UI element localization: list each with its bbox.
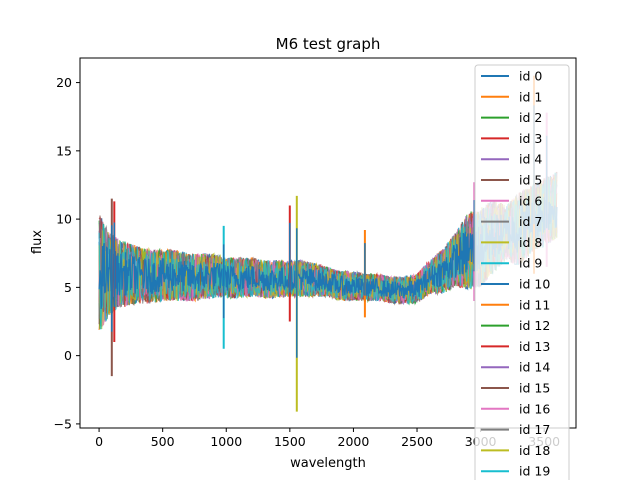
legend-label: id 9 <box>519 256 542 271</box>
legend-label: id 8 <box>519 235 542 250</box>
legend-label: id 6 <box>519 193 542 208</box>
y-tick-label: 5 <box>64 280 72 295</box>
legend-label: id 7 <box>519 214 542 229</box>
legend-label: id 1 <box>519 89 542 104</box>
legend-label: id 5 <box>519 173 542 188</box>
x-tick-label: 1000 <box>210 434 242 449</box>
x-tick-label: 2500 <box>401 434 433 449</box>
x-tick-label: 500 <box>151 434 175 449</box>
legend-label: id 10 <box>519 277 550 292</box>
legend-label: id 18 <box>519 443 550 458</box>
legend-label: id 16 <box>519 401 550 416</box>
legend-label: id 3 <box>519 131 542 146</box>
legend-label: id 14 <box>519 360 550 375</box>
y-tick-label: −5 <box>54 416 72 431</box>
legend-label: id 19 <box>519 464 550 479</box>
x-tick-label: 2000 <box>338 434 370 449</box>
x-tick-label: 0 <box>95 434 103 449</box>
legend-label: id 11 <box>519 297 550 312</box>
y-axis-label: flux <box>30 230 45 254</box>
legend-label: id 13 <box>519 339 550 354</box>
axes-frame <box>79 57 577 429</box>
y-tick-label: 20 <box>56 75 72 90</box>
legend-label: id 12 <box>519 318 550 333</box>
chart-title: M6 test graph <box>276 35 381 53</box>
legend-box <box>474 64 570 480</box>
y-tick-label: 15 <box>56 143 72 158</box>
legend-label: id 4 <box>519 152 542 167</box>
legend: id 0 id 1 id 2 id 3 id 4 id 5 id 6 id 7 id 8 id 9… <box>474 64 570 480</box>
x-tick-label: 1500 <box>274 434 306 449</box>
y-tick-label: 10 <box>56 212 72 227</box>
x-axis-label: wavelength <box>290 456 366 471</box>
legend-label: id 0 <box>519 69 542 84</box>
y-tick-label: 0 <box>64 348 72 363</box>
legend-label: id 2 <box>519 110 542 125</box>
legend-label: id 17 <box>519 422 550 437</box>
legend-label: id 15 <box>519 381 550 396</box>
